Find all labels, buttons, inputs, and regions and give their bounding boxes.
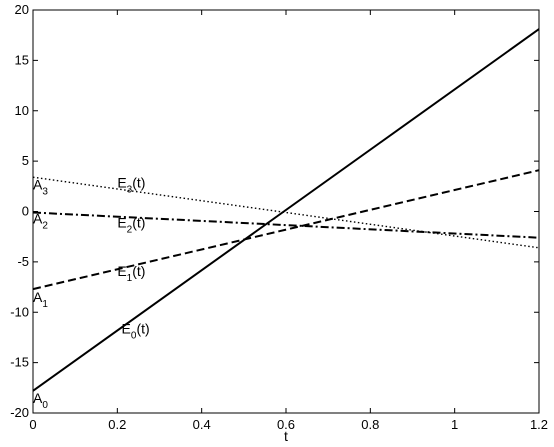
- annotation-label: A2: [33, 211, 48, 232]
- series-line-2: [32, 211, 540, 239]
- axes-box: [32, 9, 540, 414]
- annotation-label: E2(t): [117, 215, 145, 236]
- x-tick-label: 0.4: [193, 417, 211, 432]
- series-line-0: [32, 28, 540, 392]
- x-axis-label: t: [284, 428, 288, 444]
- annotation-label: A1: [33, 289, 48, 310]
- annotation-label: E3(t): [117, 174, 145, 195]
- y-tick-label: 10: [15, 103, 29, 118]
- annotation-label: A0: [33, 390, 48, 411]
- y-tick-label: 5: [22, 153, 29, 168]
- y-tick-label: -20: [10, 405, 29, 420]
- annotation-layer: E3(t) E2(t) E1(t) E0(t) A3 A2 A1 A0: [33, 174, 150, 411]
- annotation-label: E0(t): [122, 320, 150, 341]
- x-tick-label: 0.2: [108, 417, 126, 432]
- tick-layer: 0 0.2 0.4 0.6 0.8 1 1.2 -20 -15 -10 -5 0 5 10 15 20: [10, 2, 548, 432]
- x-tick-label: 0: [29, 417, 36, 432]
- y-tick-label: -10: [10, 304, 29, 319]
- y-tick-label: 20: [15, 2, 29, 17]
- x-tick-label: 0.8: [361, 417, 379, 432]
- series-line-3: [32, 176, 540, 249]
- series-layer: [32, 28, 540, 392]
- x-tick-label: 1.2: [530, 417, 548, 432]
- y-tick-label: -5: [17, 254, 29, 269]
- y-tick-label: 0: [22, 204, 29, 219]
- annotation-label: A3: [33, 176, 48, 197]
- y-tick-label: 15: [15, 52, 29, 67]
- annotation-label: E1(t): [117, 263, 145, 284]
- x-tick-label: 1: [451, 417, 458, 432]
- y-tick-label: -15: [10, 355, 29, 370]
- x-tick-label: 0.6: [277, 417, 295, 432]
- series-line-1: [32, 169, 540, 291]
